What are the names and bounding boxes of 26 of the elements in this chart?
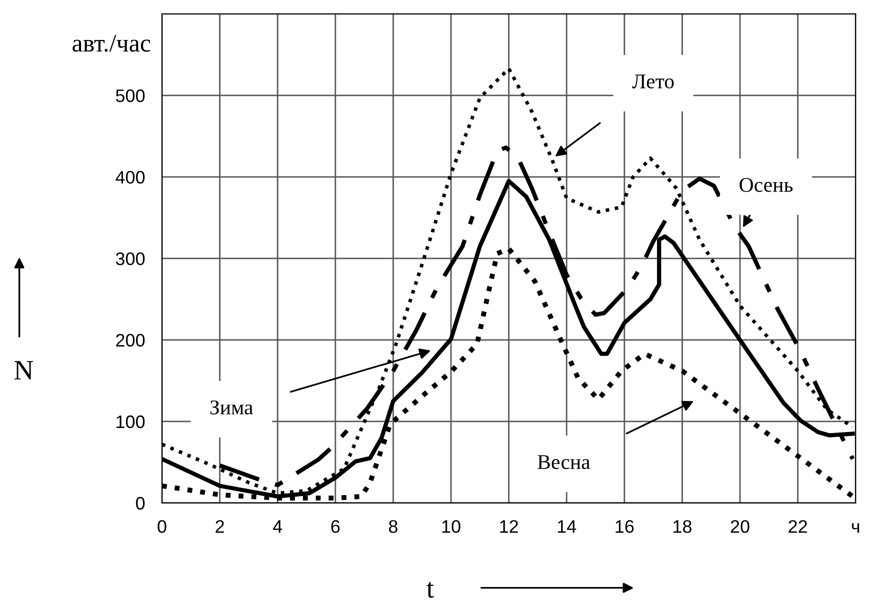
y-tick-label: 400 <box>116 170 145 184</box>
x-tick-label: ч <box>852 523 860 533</box>
annotation: Лето <box>632 74 674 88</box>
y-axis-title: N <box>14 361 34 380</box>
x-tick-label: 2 <box>216 520 224 533</box>
x-tick-label: 18 <box>674 520 692 533</box>
y-tick-label: 0 <box>136 496 145 510</box>
x-tick-label: 8 <box>388 520 398 533</box>
y-tick-label: 200 <box>116 334 145 347</box>
x-tick-label: 6 <box>331 520 340 533</box>
x-tick-label: 20 <box>730 520 750 533</box>
x-tick-label: 14 <box>558 520 576 533</box>
annotation: Осень <box>740 178 793 192</box>
x-axis-title: t <box>426 582 434 598</box>
y-tick-label: 300 <box>116 252 145 266</box>
x-tick-label: 22 <box>788 520 807 533</box>
x-tick-label: 12 <box>500 520 518 533</box>
x-tick-label: 10 <box>442 520 460 533</box>
text: авт./час <box>72 34 150 52</box>
x-tick-label: 16 <box>616 520 634 533</box>
annotation: Весна <box>538 455 590 470</box>
y-tick-label: 100 <box>116 415 145 428</box>
x-tick-label: 4 <box>272 520 282 533</box>
annotation: Зима <box>210 400 254 414</box>
x-tick-label: 0 <box>158 520 166 533</box>
y-tick-label: 500 <box>116 89 145 102</box>
